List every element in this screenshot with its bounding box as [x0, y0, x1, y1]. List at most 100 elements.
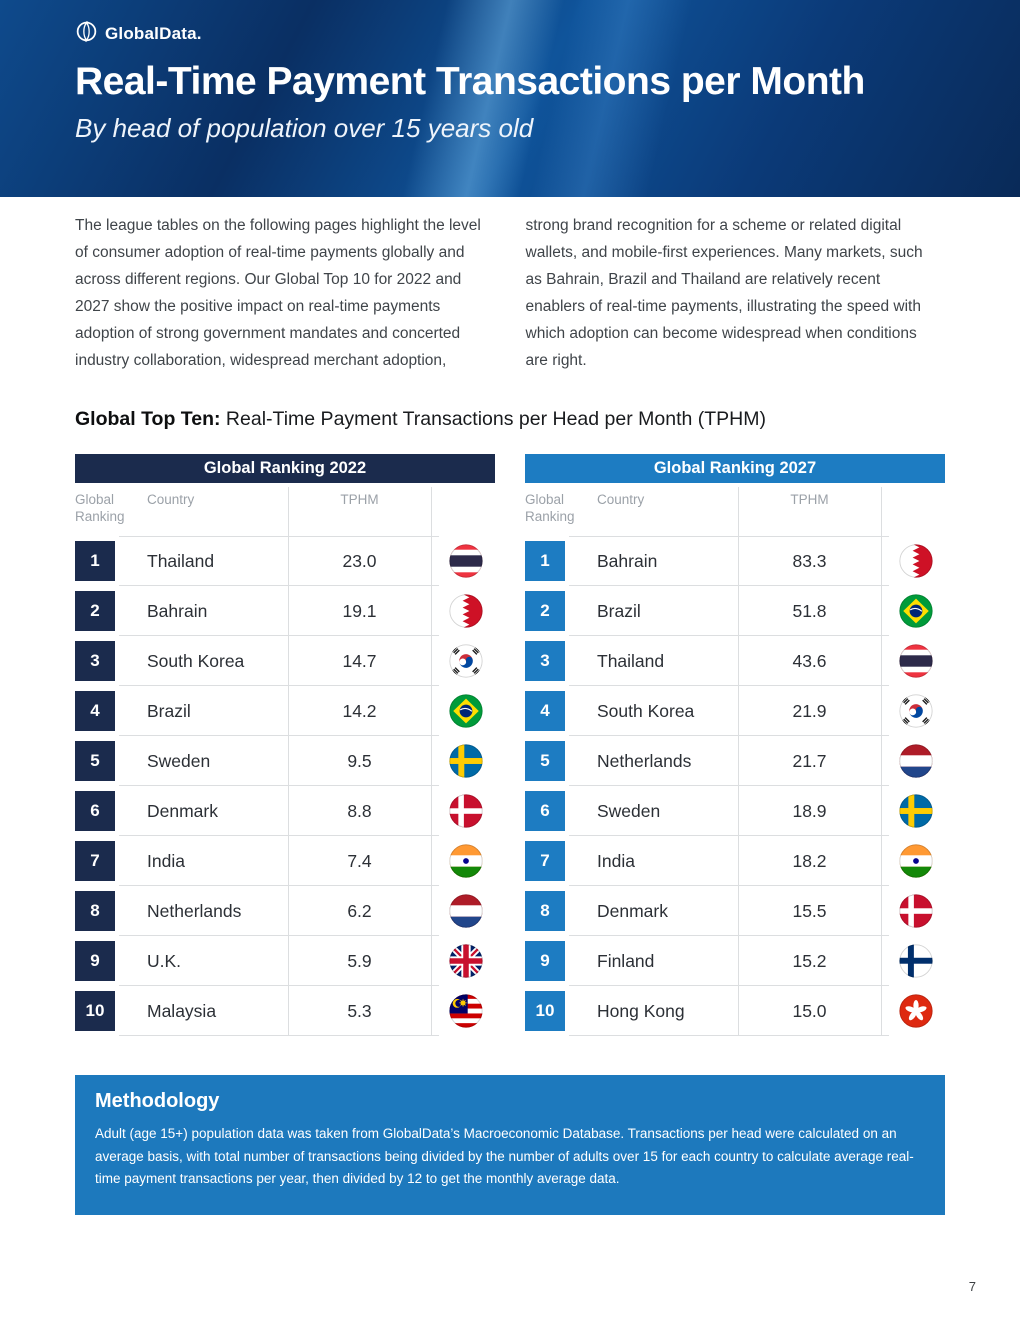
rank-badge: 3	[525, 641, 565, 681]
table-2022-rows: 1 Thailand 23.0 2 Bahrain 19.1 3 South K…	[75, 536, 495, 1036]
table-2027-body: Global Ranking Country TPHM 1 Bahrain 83…	[525, 487, 945, 1036]
tphm-value: 21.7	[792, 750, 827, 771]
rank-badge: 6	[525, 791, 565, 831]
tphm-value: 18.2	[792, 850, 827, 871]
column-header-tphm: TPHM	[340, 492, 379, 507]
country-name: South Korea	[147, 650, 245, 671]
rank-badge: 9	[75, 941, 115, 981]
tphm-value: 51.8	[792, 600, 827, 621]
table-row: 8 Netherlands 6.2	[75, 886, 495, 936]
flag-india-icon	[899, 844, 933, 878]
table-row: 5 Sweden 9.5	[75, 736, 495, 786]
flag-sweden-icon	[899, 794, 933, 828]
globaldata-logo-text: GlobalData.	[105, 24, 202, 43]
rank-badge: 2	[525, 591, 565, 631]
country-name: India	[147, 850, 185, 871]
tphm-value: 6.2	[347, 900, 372, 921]
page-subtitle: By head of population over 15 years old	[75, 113, 534, 143]
table-global-ranking-2022: Global Ranking 2022 Global Ranking Count…	[75, 454, 495, 1036]
country-name: India	[597, 850, 635, 871]
tphm-value: 23.0	[342, 550, 377, 571]
tphm-value: 7.4	[347, 850, 372, 871]
tphm-value: 15.5	[792, 900, 827, 921]
flag-sweden-icon	[449, 744, 483, 778]
flag-brazil-icon	[899, 594, 933, 628]
table-row: 2 Bahrain 19.1	[75, 586, 495, 636]
country-name: Denmark	[597, 900, 668, 921]
flag-southkorea-icon	[899, 694, 933, 728]
tphm-value: 14.2	[342, 700, 377, 721]
column-header-country: Country	[147, 492, 195, 507]
country-name: Sweden	[147, 750, 211, 771]
rank-badge: 5	[75, 741, 115, 781]
rank-badge: 10	[525, 991, 565, 1031]
flag-netherlands-icon	[899, 744, 933, 778]
tphm-value: 19.1	[342, 600, 377, 621]
rank-badge: 4	[525, 691, 565, 731]
table-row: 3 Thailand 43.6	[525, 636, 945, 686]
rank-badge: 10	[75, 991, 115, 1031]
ranking-tables: Global Ranking 2022 Global Ranking Count…	[75, 454, 945, 1036]
table-row: 7 India 7.4	[75, 836, 495, 886]
table-row: 7 India 18.2	[525, 836, 945, 886]
table-row: 10 Hong Kong 15.0	[525, 986, 945, 1036]
tphm-value: 14.7	[342, 650, 377, 671]
country-name: Denmark	[147, 800, 218, 821]
country-name: Bahrain	[597, 550, 658, 571]
country-name: Thailand	[147, 550, 215, 571]
table-row: 9 Finland 15.2	[525, 936, 945, 986]
tphm-value: 15.0	[792, 1000, 827, 1021]
table-row: 3 South Korea 14.7	[75, 636, 495, 686]
column-divider	[431, 487, 432, 1036]
intro-column-2: strong brand recognition for a scheme or…	[525, 217, 923, 369]
table-row: 9 U.K. 5.9	[75, 936, 495, 986]
column-divider	[288, 487, 289, 1036]
table-2022-column-headers: Global Ranking Country TPHM	[75, 487, 495, 536]
flag-bahrain-icon	[449, 594, 483, 628]
rank-badge: 9	[525, 941, 565, 981]
table-2027-column-headers: Global Ranking Country TPHM	[525, 487, 945, 536]
table-row: 5 Netherlands 21.7	[525, 736, 945, 786]
rank-badge: 8	[75, 891, 115, 931]
globaldata-logo: GlobalData.	[75, 20, 202, 48]
rank-badge: 1	[525, 541, 565, 581]
rank-badge: 1	[75, 541, 115, 581]
country-name: Hong Kong	[597, 1000, 685, 1021]
rank-badge: 5	[525, 741, 565, 781]
table-row: 1 Thailand 23.0	[75, 536, 495, 586]
column-header-country: Country	[597, 492, 645, 507]
rank-badge: 3	[75, 641, 115, 681]
flag-denmark-icon	[899, 894, 933, 928]
country-name: Finland	[597, 950, 655, 971]
table-row: 6 Denmark 8.8	[75, 786, 495, 836]
flag-denmark-icon	[449, 794, 483, 828]
banner: GlobalData. Real-Time Payment Transactio…	[0, 0, 1020, 197]
column-header-global-ranking: Global Ranking	[525, 492, 575, 524]
rank-badge: 2	[75, 591, 115, 631]
tphm-value: 15.2	[792, 950, 827, 971]
table-row: 10 Malaysia 5.3	[75, 986, 495, 1036]
column-header-global-ranking: Global Ranking	[75, 492, 125, 524]
tphm-value: 18.9	[792, 800, 827, 821]
country-name: Thailand	[597, 650, 665, 671]
column-header-tphm: TPHM	[790, 492, 829, 507]
flag-thailand-icon	[899, 644, 933, 678]
tphm-value: 9.5	[347, 750, 372, 771]
table-row: 4 South Korea 21.9	[525, 686, 945, 736]
table-2027-title: Global Ranking 2027	[525, 454, 945, 483]
intro-column-1: The league tables on the following pages…	[75, 217, 481, 369]
methodology-title: Methodology	[95, 1090, 220, 1112]
table-row: 4 Brazil 14.2	[75, 686, 495, 736]
table-row: 2 Brazil 51.8	[525, 586, 945, 636]
table-row: 6 Sweden 18.9	[525, 786, 945, 836]
flag-brazil-icon	[449, 694, 483, 728]
tphm-value: 21.9	[792, 700, 827, 721]
methodology-box: Methodology Adult (age 15+) population d…	[75, 1075, 945, 1215]
country-name: Brazil	[147, 700, 191, 721]
flag-finland-icon	[899, 944, 933, 978]
country-name: Netherlands	[147, 900, 242, 921]
country-name: Bahrain	[147, 600, 208, 621]
country-name: Netherlands	[597, 750, 692, 771]
table-2022-title: Global Ranking 2022	[75, 454, 495, 483]
